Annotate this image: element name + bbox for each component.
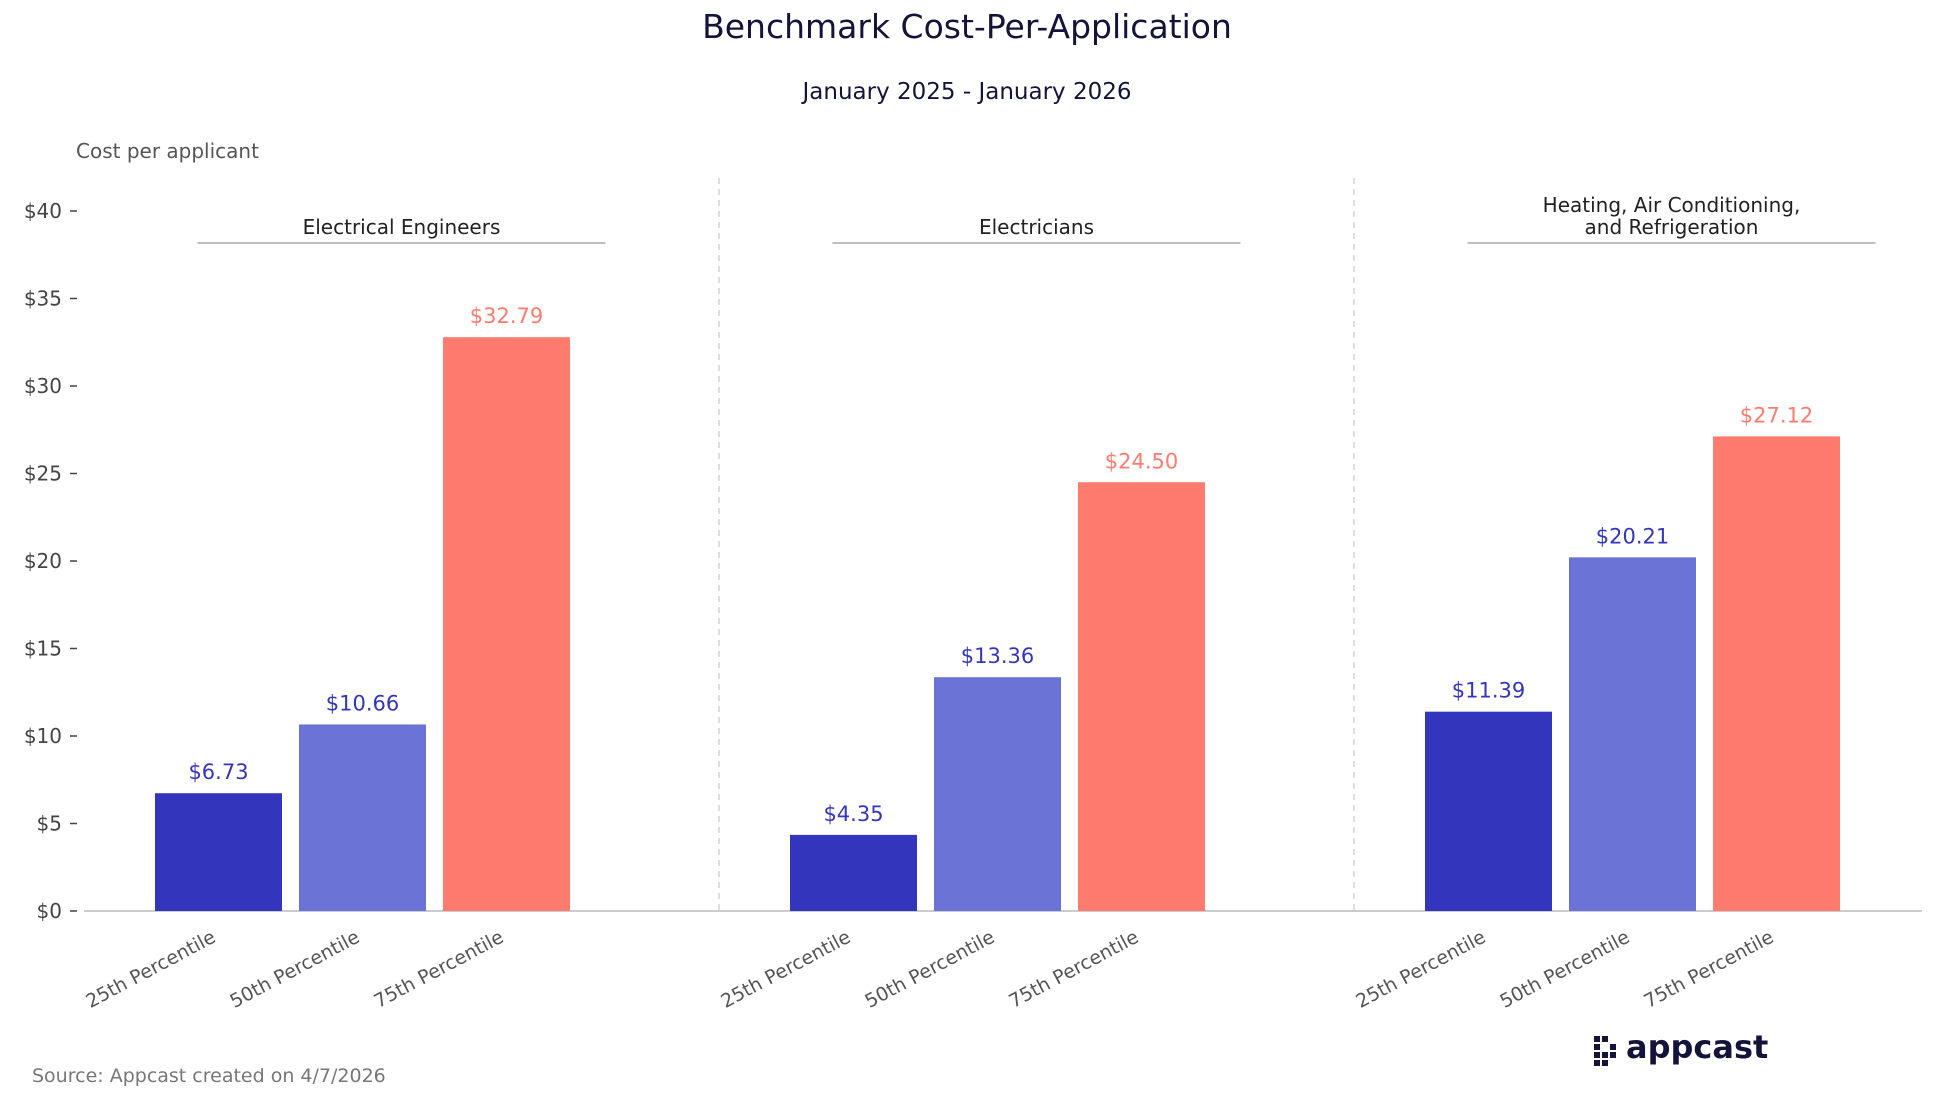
x-tick-label: 50th Percentile	[861, 926, 998, 1013]
y-tick-label: $15	[24, 637, 62, 661]
grid-dots-icon	[1594, 1036, 1616, 1066]
data-label: $32.79	[470, 304, 543, 328]
bar	[1713, 436, 1840, 911]
logo-text: appcast	[1626, 1028, 1768, 1066]
bar	[155, 793, 282, 911]
plot-area: $0 $5 $10 $15 $20 $25 $30 $35 $40 Electrical Engi…	[24, 178, 1922, 1013]
bar	[1078, 482, 1205, 911]
y-tick-label: $10	[24, 724, 62, 748]
y-axis-label: Cost per applicant	[76, 139, 259, 163]
source-note: Source: Appcast created on 4/7/2026	[32, 1065, 386, 1087]
data-label: $20.21	[1596, 524, 1669, 548]
y-tick-label: $5	[37, 812, 62, 836]
x-tick-label: 75th Percentile	[370, 926, 507, 1013]
panel-title: Electricians	[979, 215, 1094, 239]
bar	[1569, 557, 1696, 911]
x-tick-label: 75th Percentile	[1640, 926, 1777, 1013]
chart-subtitle: January 2025 - January 2026	[801, 79, 1132, 105]
bar	[443, 337, 570, 911]
data-label: $10.66	[326, 691, 399, 715]
appcast-logo: appcast	[1594, 1028, 1768, 1066]
data-label: $24.50	[1105, 449, 1178, 473]
data-label: $13.36	[961, 644, 1034, 668]
data-label: $6.73	[188, 760, 248, 784]
y-tick-label: $20	[24, 549, 62, 573]
y-tick-label: $35	[24, 287, 62, 311]
bar	[790, 834, 917, 911]
chart-title: Benchmark Cost-Per-Application	[702, 7, 1232, 46]
data-label: $4.35	[823, 802, 883, 826]
y-tick-label: $25	[24, 462, 62, 486]
panel-title: and Refrigeration	[1585, 215, 1759, 239]
x-tick-label: 25th Percentile	[82, 926, 219, 1013]
x-tick-label: 50th Percentile	[1496, 926, 1633, 1013]
panel-title: Electrical Engineers	[303, 215, 501, 239]
y-tick-label: $0	[37, 899, 62, 923]
bar	[1425, 711, 1552, 911]
bar	[934, 677, 1061, 911]
y-tick-label: $40	[24, 199, 62, 223]
bar	[299, 724, 426, 911]
data-label: $27.12	[1740, 403, 1813, 427]
x-tick-label: 50th Percentile	[226, 926, 363, 1013]
y-tick-label: $30	[24, 374, 62, 398]
x-tick-label: 75th Percentile	[1005, 926, 1142, 1013]
x-tick-label: 25th Percentile	[1352, 926, 1489, 1013]
x-tick-label: 25th Percentile	[717, 926, 854, 1013]
panel-title: Heating, Air Conditioning,	[1543, 193, 1801, 217]
data-label: $11.39	[1452, 679, 1525, 703]
